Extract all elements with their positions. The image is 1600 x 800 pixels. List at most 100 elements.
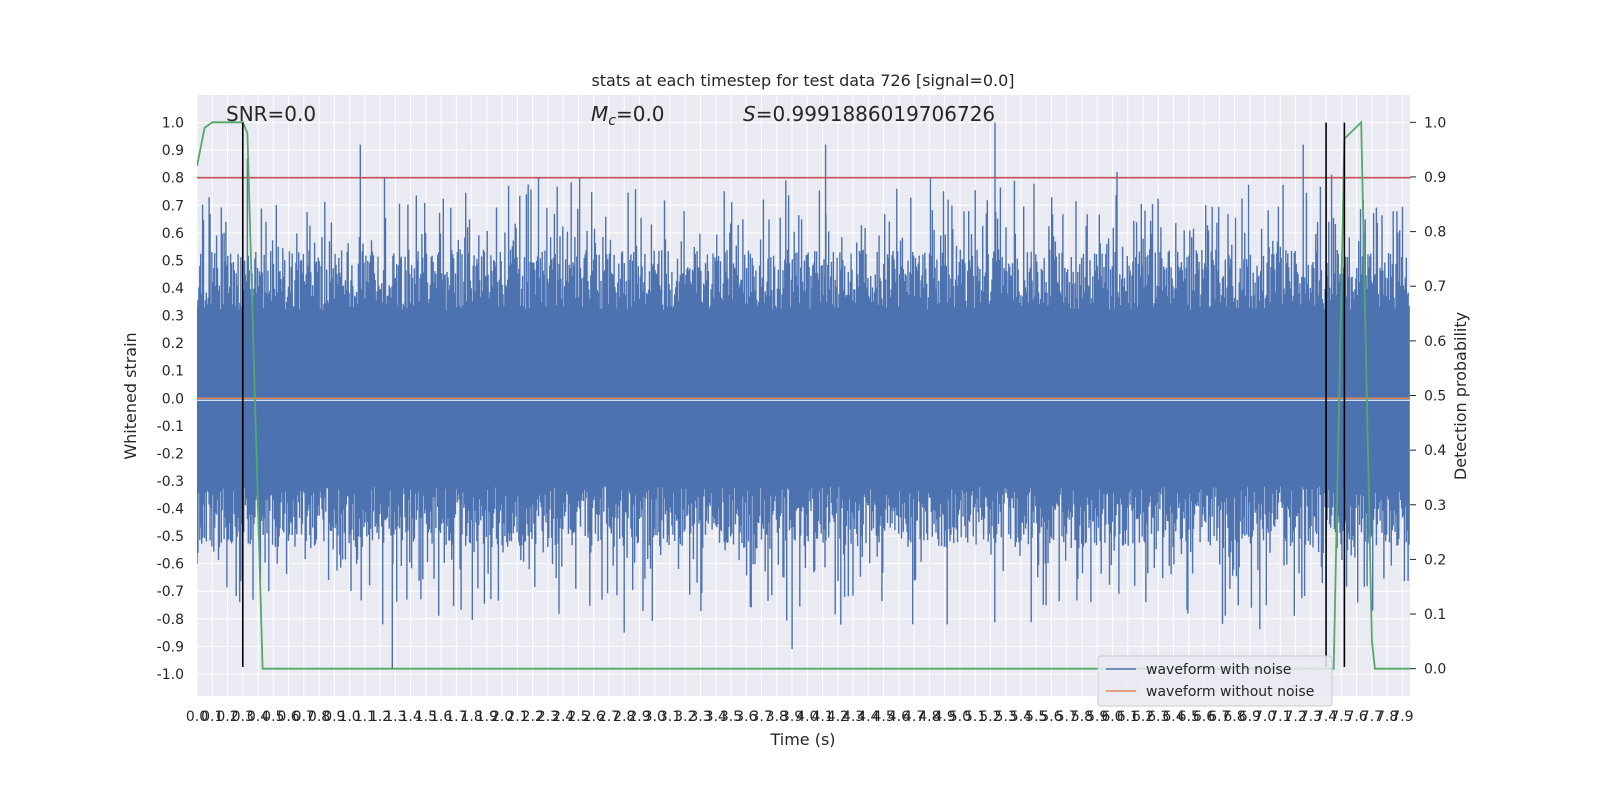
x-tick-label: 7.0 — [1254, 709, 1276, 725]
y-left-tick-label: -0.7 — [157, 584, 184, 600]
x-tick-label: 6.0 — [1101, 709, 1123, 725]
x-axis-label: Time (s) — [769, 730, 835, 749]
y-right-tick-label: 0.9 — [1424, 170, 1446, 186]
x-tick-label: 5.5 — [1025, 709, 1047, 725]
x-tick-label: 2.0 — [491, 709, 513, 725]
y-left-tick-label: 0.0 — [162, 391, 184, 407]
s-annotation: S=0.9991886019706726 — [743, 102, 995, 126]
x-tick-label: 0.2 — [216, 709, 238, 725]
x-tick-label: 2.8 — [613, 709, 635, 725]
legend: waveform with noise waveform without noi… — [1097, 655, 1333, 707]
x-tick-label: 3.8 — [766, 709, 788, 725]
snr-annotation: SNR=0.0 — [226, 102, 316, 126]
x-tick-label: 0.5 — [262, 709, 284, 725]
y-right-tick-label: 0.7 — [1424, 279, 1446, 295]
x-tick-label: 7.7 — [1361, 709, 1383, 725]
y-left-tick-label: 0.1 — [162, 364, 184, 380]
x-tick-label: 2.7 — [598, 709, 620, 725]
x-tick-label: 0.7 — [293, 709, 315, 725]
y-left-tick-label: -0.3 — [157, 474, 184, 490]
x-tick-label: 0.9 — [323, 709, 345, 725]
y-left-tick-label: 0.5 — [162, 253, 184, 269]
x-tick-label: 2.1 — [506, 709, 528, 725]
s-value: =0.9991886019706726 — [756, 102, 995, 126]
x-tick-label: 1.1 — [354, 709, 376, 725]
x-tick-labels: 0.00.10.20.30.40.50.60.70.80.91.01.11.21… — [186, 709, 1414, 725]
x-tick-label: 0.6 — [277, 709, 299, 725]
x-tick-label: 6.1 — [1117, 709, 1139, 725]
x-tick-label: 2.4 — [552, 709, 574, 725]
x-tick-label: 3.3 — [689, 709, 711, 725]
x-tick-label: 7.9 — [1391, 709, 1413, 725]
x-tick-label: 2.2 — [522, 709, 544, 725]
y-right-tick-label: 0.6 — [1424, 334, 1446, 350]
y-right-tick-label: 0.1 — [1424, 607, 1446, 623]
x-tick-label: 4.7 — [903, 709, 925, 725]
legend-label-noise: waveform with noise — [1146, 662, 1291, 678]
series-waveform-with-noise — [197, 122, 1410, 669]
x-tick-label: 2.6 — [583, 709, 605, 725]
x-tick-label: 0.3 — [232, 709, 254, 725]
x-tick-label: 4.8 — [918, 709, 940, 725]
x-tick-label: 1.2 — [369, 709, 391, 725]
y-left-tick-label: -0.4 — [157, 502, 184, 518]
y-left-tick-label: 1.0 — [162, 116, 184, 132]
x-tick-label: 4.4 — [857, 709, 879, 725]
x-tick-label: 5.0 — [949, 709, 971, 725]
y-right-tick-label: 0.0 — [1424, 662, 1446, 678]
x-tick-label: 6.3 — [1147, 709, 1169, 725]
y-left-tick-label: -1.0 — [157, 667, 184, 683]
vertical-markers — [241, 122, 1346, 668]
x-tick-label: 5.8 — [1071, 709, 1093, 725]
chirp-mass-annotation: Mc=0.0 — [591, 102, 665, 129]
x-tick-label: 5.9 — [1086, 709, 1108, 725]
x-tick-label: 6.9 — [1239, 709, 1261, 725]
x-tick-label: 7.2 — [1284, 709, 1306, 725]
x-tick-label: 5.6 — [1040, 709, 1062, 725]
x-tick-label: 0.0 — [186, 709, 208, 725]
noise-trace — [197, 122, 1410, 669]
x-tick-label: 2.3 — [537, 709, 559, 725]
y-right-tick-label: 1.0 — [1424, 115, 1446, 131]
x-tick-label: 6.7 — [1208, 709, 1230, 725]
y-left-tick-label: -0.8 — [157, 612, 184, 628]
x-tick-label: 3.7 — [750, 709, 772, 725]
x-tick-label: 4.2 — [827, 709, 849, 725]
x-tick-label: 3.2 — [674, 709, 696, 725]
x-tick-label: 3.9 — [781, 709, 803, 725]
x-tick-label: 1.7 — [445, 709, 467, 725]
x-tick-label: 5.1 — [964, 709, 986, 725]
y-right-tick-label: 0.3 — [1424, 498, 1446, 514]
y-left-tick-label: 0.7 — [162, 198, 184, 214]
x-tick-label: 4.0 — [796, 709, 818, 725]
x-tick-label: 3.0 — [644, 709, 666, 725]
detection-probability-line — [197, 120, 1410, 670]
x-tick-label: 0.8 — [308, 709, 330, 725]
x-tick-label: 3.5 — [720, 709, 742, 725]
chirp-mass-value: =0.0 — [616, 102, 665, 126]
x-tick-label: 1.4 — [399, 709, 421, 725]
x-tick-label: 1.9 — [476, 709, 498, 725]
x-tick-label: 5.2 — [979, 709, 1001, 725]
legend-label-clean: waveform without noise — [1146, 684, 1314, 700]
x-tick-label: 1.5 — [415, 709, 437, 725]
y-left-tick-label: 0.9 — [162, 143, 184, 159]
y-left-tick-label: -0.6 — [157, 557, 184, 573]
x-tick-label: 2.5 — [567, 709, 589, 725]
x-tick-label: 0.1 — [201, 709, 223, 725]
x-tick-label: 4.5 — [872, 709, 894, 725]
x-tick-label: 3.1 — [659, 709, 681, 725]
y-right-tick-label: 0.4 — [1424, 443, 1446, 459]
x-tick-label: 5.7 — [1056, 709, 1078, 725]
y-right-tick-label: 0.5 — [1424, 389, 1446, 405]
chart-title: stats at each timestep for test data 726… — [591, 71, 1014, 90]
y-left-tick-label: -0.5 — [157, 529, 184, 545]
x-tick-label: 4.1 — [811, 709, 833, 725]
y-left-tick-label: 0.6 — [162, 226, 184, 242]
x-tick-label: 1.8 — [461, 709, 483, 725]
x-tick-label: 6.8 — [1223, 709, 1245, 725]
x-tick-label: 5.4 — [1010, 709, 1032, 725]
y-right-tick-label: 0.8 — [1424, 225, 1446, 241]
x-tick-label: 7.4 — [1315, 709, 1337, 725]
x-tick-label: 5.3 — [995, 709, 1017, 725]
